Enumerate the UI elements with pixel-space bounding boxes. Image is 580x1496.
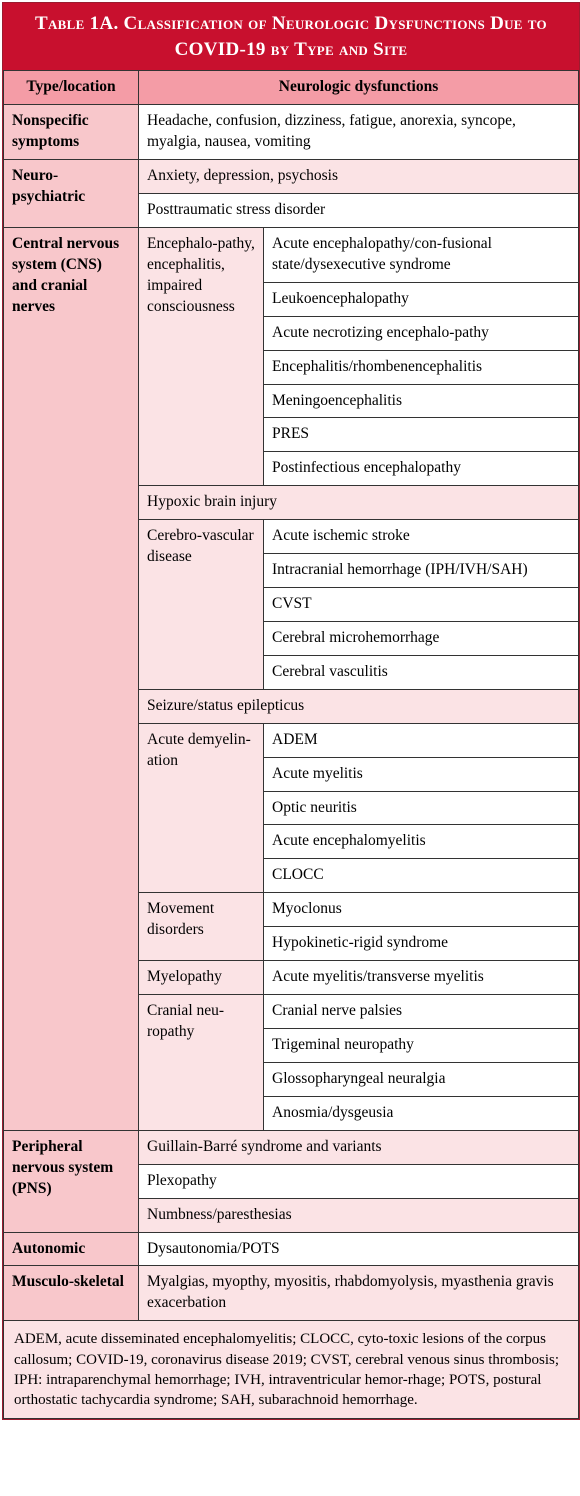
footnote: ADEM, acute disseminated encephalomyelit…: [4, 1321, 579, 1419]
cell-cerebro-0: Acute ischemic stroke: [264, 520, 579, 554]
cell-cranial-3: Anosmia/dysgeusia: [264, 1096, 579, 1130]
label-neuropsych: Neuro-psychiatric: [4, 160, 139, 228]
cell-cerebro-2: CVST: [264, 588, 579, 622]
table-1a: Table 1A. Classification of Neurologic D…: [2, 2, 580, 1420]
label-enceph: Encephalo-pathy, encephalitis, impaired …: [139, 227, 264, 485]
table-title: Table 1A. Classification of Neurologic D…: [3, 3, 579, 70]
classification-table: Type/location Neurologic dysfunctions No…: [3, 70, 579, 1419]
cell-cranial-1: Trigeminal neuropathy: [264, 1029, 579, 1063]
cell-musculo: Myalgias, myopthy, myositis, rhabdomyoly…: [139, 1266, 579, 1321]
cell-pns-0: Guillain-Barré syndrome and variants: [139, 1130, 579, 1164]
cell-autonomic: Dysautonomia/POTS: [139, 1232, 579, 1266]
row-cns-enceph-0: Central nervous system (CNS) and cranial…: [4, 227, 579, 282]
label-movement: Movement disorders: [139, 893, 264, 961]
header-type-location: Type/location: [4, 71, 139, 105]
cell-pns-1: Plexopathy: [139, 1164, 579, 1198]
cell-enceph-6: Postinfectious encephalopathy: [264, 452, 579, 486]
label-cerebro: Cerebro-vascular disease: [139, 520, 264, 690]
cell-demyelin-4: CLOCC: [264, 859, 579, 893]
cell-movement-1: Hypokinetic-rigid syndrome: [264, 927, 579, 961]
label-autonomic: Autonomic: [4, 1232, 139, 1266]
cell-enceph-5: PRES: [264, 418, 579, 452]
cell-cerebro-3: Cerebral microhemorrhage: [264, 621, 579, 655]
cell-enceph-0: Acute encephalopathy/con-fusional state/…: [264, 227, 579, 282]
label-pns: Peripheral nervous system (PNS): [4, 1130, 139, 1232]
cell-pns-2: Numbness/paresthesias: [139, 1198, 579, 1232]
cell-cerebro-4: Cerebral vasculitis: [264, 655, 579, 689]
cell-hypoxic: Hypoxic brain injury: [139, 486, 579, 520]
label-myelopathy: Myelopathy: [139, 961, 264, 995]
cell-seizure: Seizure/status epilepticus: [139, 689, 579, 723]
header-dysfunctions: Neurologic dysfunctions: [139, 71, 579, 105]
label-cns: Central nervous system (CNS) and cranial…: [4, 227, 139, 1130]
cell-movement-0: Myoclonus: [264, 893, 579, 927]
cell-cranial-2: Glossopharyngeal neuralgia: [264, 1062, 579, 1096]
label-cranial: Cranial neu-ropathy: [139, 995, 264, 1131]
label-musculo: Musculo-skeletal: [4, 1266, 139, 1321]
cell-cranial-0: Cranial nerve palsies: [264, 995, 579, 1029]
cell-enceph-2: Acute necrotizing encephalo-pathy: [264, 316, 579, 350]
label-demyelin: Acute demyelin-ation: [139, 723, 264, 893]
cell-enceph-3: Encephalitis/rhombenencephalitis: [264, 350, 579, 384]
header-row: Type/location Neurologic dysfunctions: [4, 71, 579, 105]
cell-cerebro-1: Intracranial hemorrhage (IPH/IVH/SAH): [264, 554, 579, 588]
cell-neuropsych-2: Posttraumatic stress disorder: [139, 193, 579, 227]
cell-nonspecific: Headache, confusion, dizziness, fatigue,…: [139, 105, 579, 160]
cell-demyelin-2: Optic neuritis: [264, 791, 579, 825]
cell-demyelin-3: Acute encephalomyelitis: [264, 825, 579, 859]
row-neuropsych-1: Neuro-psychiatric Anxiety, depression, p…: [4, 160, 579, 194]
cell-neuropsych-1: Anxiety, depression, psychosis: [139, 160, 579, 194]
cell-enceph-1: Leukoencephalopathy: [264, 282, 579, 316]
cell-demyelin-1: Acute myelitis: [264, 757, 579, 791]
cell-demyelin-0: ADEM: [264, 723, 579, 757]
cell-myelopathy-0: Acute myelitis/transverse myelitis: [264, 961, 579, 995]
cell-enceph-4: Meningoencephalitis: [264, 384, 579, 418]
row-nonspecific: Nonspecific symptoms Headache, confusion…: [4, 105, 579, 160]
label-nonspecific: Nonspecific symptoms: [4, 105, 139, 160]
